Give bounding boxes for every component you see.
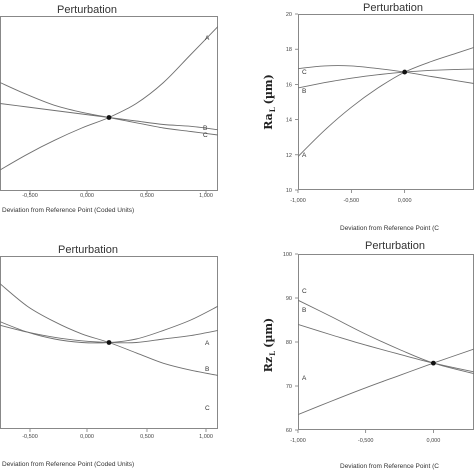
series-label-a: A [302, 375, 307, 382]
y-axis-label: RaL (µm) [262, 74, 277, 130]
plot-frame [0, 256, 218, 429]
series-label-a: A [302, 152, 307, 159]
chart-title: Perturbation [57, 4, 117, 16]
chart-title: Perturbation [365, 240, 425, 252]
plot-frame [0, 16, 218, 191]
reference-point-marker [430, 360, 436, 366]
x-tick-label: 0,000 [427, 438, 441, 444]
y-tick-label: 60 [286, 428, 292, 434]
y-axis-label-unit: (µm) [262, 318, 275, 348]
plot-frame [298, 254, 474, 430]
series-line-c [298, 65, 474, 84]
x-axis-label: Deviation from Reference Point (Coded Un… [2, 461, 134, 468]
y-axis-label-unit: (µm) [262, 74, 275, 104]
series-label-b: B [302, 307, 306, 314]
series-label-a: A [205, 35, 210, 42]
series-label-c: C [302, 288, 307, 295]
series-label-b: B [302, 88, 306, 95]
series-line-a [298, 348, 474, 416]
chart-panel-4: Perturbation -1,000 -0,500 0,000 60 70 80 90 100… [262, 240, 474, 470]
y-tick-label: 12 [286, 153, 292, 159]
x-tick-label: -1,000 [290, 438, 306, 444]
series-label-c: C [302, 69, 307, 76]
x-tick-label: -0,500 [22, 193, 38, 199]
y-axis-label-subscript: L [268, 351, 277, 356]
series-label-b: B [203, 125, 207, 132]
series-label-c: C [203, 132, 208, 139]
series-label-a: A [205, 340, 210, 347]
x-axis-label: Deviation from Reference Point (Coded Un… [2, 207, 134, 214]
x-tick-label: 0,500 [140, 193, 154, 199]
x-tick-label: 0,000 [80, 193, 94, 199]
series-line-c [298, 299, 474, 375]
chart-title: Perturbation [363, 2, 423, 14]
y-axis-label-main: Ra [262, 113, 275, 130]
series-line-a [298, 46, 474, 157]
series-line-c [0, 283, 218, 376]
y-tick-label: 80 [286, 340, 292, 346]
x-tick-label: -0,500 [344, 198, 360, 204]
y-tick-label: 10 [286, 188, 292, 194]
chart-panel-1: Perturbation -0,500 0,000 0,500 1,000 Deviati… [0, 4, 218, 214]
x-tick-label: -0,500 [358, 438, 374, 444]
series-line-b [298, 323, 474, 373]
y-axis-label: RzL (µm) [262, 318, 277, 372]
reference-point-marker [106, 115, 112, 120]
series-line-c [0, 82, 218, 136]
chart-panel-3: Perturbation -0,500 0,000 0,500 1,000 Deviati… [0, 244, 218, 468]
series-label-b: B [205, 366, 209, 373]
x-tick-label: 1,000 [199, 193, 213, 199]
x-tick-label: -1,000 [290, 198, 306, 204]
x-tick-label: 1,000 [199, 434, 213, 440]
y-axis-label-subscript: L [268, 107, 277, 112]
series-line-a [0, 305, 218, 344]
x-tick-label: 0,000 [80, 434, 94, 440]
series-label-c: C [205, 405, 210, 412]
chart-title: Perturbation [58, 244, 118, 256]
plot-frame [298, 14, 474, 190]
x-tick-label: 0,500 [140, 434, 154, 440]
reference-point-marker [402, 69, 408, 75]
x-axis-label: Deviation from Reference Point (C [340, 463, 439, 470]
series-line-b [298, 68, 474, 89]
y-tick-label: 70 [286, 384, 292, 390]
y-tick-label: 18 [286, 47, 292, 53]
y-tick-label: 14 [286, 118, 292, 124]
chart-panel-2: Perturbation -1,000 -0,500 0,000 10 12 14 16 18 2… [262, 2, 474, 232]
y-tick-label: 16 [286, 82, 292, 88]
y-tick-label: 20 [286, 12, 292, 18]
reference-point-marker [106, 340, 112, 345]
x-axis-label: Deviation from Reference Point (C [340, 225, 439, 232]
y-axis-label-main: Rz [262, 357, 275, 372]
y-tick-label: 90 [286, 296, 292, 302]
x-tick-label: -0,500 [22, 434, 38, 440]
series-line-a [0, 26, 218, 171]
x-tick-label: 0,000 [398, 198, 412, 204]
y-tick-label: 100 [283, 252, 292, 258]
